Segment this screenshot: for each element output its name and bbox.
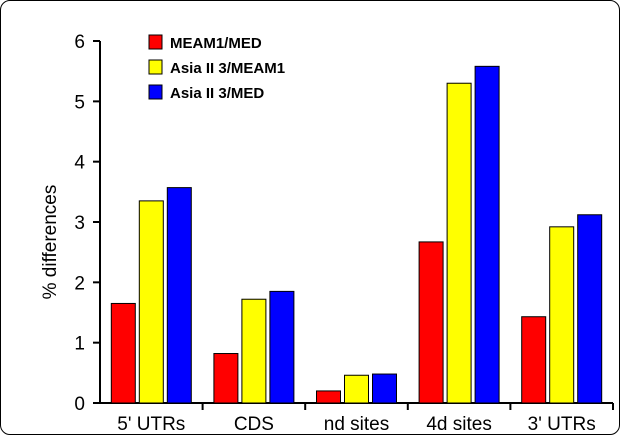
bars	[110, 65, 603, 404]
legend-label: MEAM1/MED	[170, 35, 262, 52]
legend-label: Asia II 3/MED	[170, 85, 264, 102]
legend-swatch	[148, 84, 163, 100]
x-tick-label: 3' UTRs	[528, 414, 596, 435]
bar	[549, 226, 575, 404]
bar	[446, 82, 472, 404]
x-tick-label: nd sites	[324, 414, 389, 435]
bar	[577, 214, 603, 404]
legend-label: Asia II 3/MEAM1	[170, 60, 285, 77]
bar	[269, 290, 295, 404]
legend: MEAM1/MED Asia II 3/MEAM1 Asia II 3/MED	[148, 34, 285, 102]
bar	[474, 65, 500, 404]
y-tick-label: 6	[74, 32, 85, 53]
bar	[241, 298, 267, 404]
y-tick-label: 2	[74, 273, 85, 294]
bar	[166, 187, 192, 404]
y-tick-label: 0	[74, 394, 85, 415]
axes: 0 1 2 3 4 5 6 5' UTRs CDS nd sites 4d sites 3' UTRs	[74, 32, 614, 435]
x-tick-label: CDS	[234, 414, 274, 435]
y-tick-label: 1	[74, 334, 85, 355]
legend-swatch	[148, 59, 163, 75]
bar	[372, 373, 397, 404]
bar	[418, 241, 444, 404]
legend-swatch	[148, 34, 163, 50]
bar	[521, 316, 547, 404]
bar	[213, 353, 239, 404]
y-tick-label: 5	[74, 92, 85, 113]
x-tick-label: 4d sites	[426, 414, 491, 435]
bar	[138, 200, 164, 404]
y-tick-label: 3	[74, 213, 85, 234]
bar	[344, 374, 369, 404]
y-axis-title: % differences	[40, 185, 61, 300]
y-tick-label: 4	[74, 153, 85, 174]
x-tick-label: 5' UTRs	[117, 414, 185, 435]
bar	[110, 302, 136, 404]
bar	[316, 390, 341, 404]
